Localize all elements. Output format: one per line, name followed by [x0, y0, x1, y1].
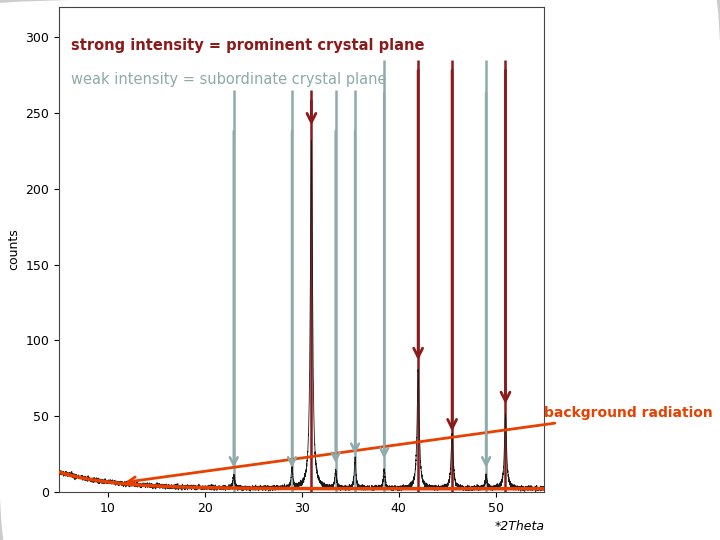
Y-axis label: counts: counts — [7, 228, 20, 270]
Text: background radiation: background radiation — [128, 406, 713, 485]
Text: weak intensity = subordinate crystal plane: weak intensity = subordinate crystal pla… — [71, 72, 387, 87]
X-axis label: *2Theta: *2Theta — [495, 520, 544, 533]
Text: strong intensity = prominent crystal plane: strong intensity = prominent crystal pla… — [71, 38, 425, 53]
